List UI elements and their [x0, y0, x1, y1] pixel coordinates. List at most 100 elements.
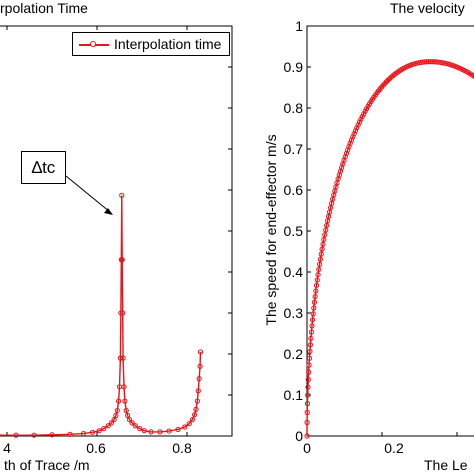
left-data-point: [166, 428, 172, 434]
right-data-point: [354, 125, 360, 131]
right-data-point: [312, 293, 318, 300]
legend-label: Interpolation time: [114, 36, 222, 52]
right-data-point: [323, 227, 329, 233]
right-data-point: [319, 246, 325, 252]
right-data-point: [309, 323, 315, 329]
legend-circle-marker-icon: [90, 41, 96, 47]
right-data-point: [308, 335, 314, 342]
right-y-axis-label: The speed for end-effector m/s: [263, 134, 279, 325]
right-data-point: [304, 400, 311, 407]
right-data-point: [304, 409, 310, 416]
left-data-point: [117, 355, 124, 361]
right-x-tick-label-0: 0: [303, 440, 311, 456]
left-data-point: [96, 428, 102, 434]
right-data-point: [314, 277, 320, 283]
left-data-point: [89, 429, 96, 435]
left-plot: rpolation Time 4 0.6 0.8 th of Trace /m: [0, 0, 233, 473]
right-data-point: [472, 74, 474, 80]
left-data-point: [114, 407, 120, 414]
right-y-tick-label-7: 0.7: [284, 141, 304, 157]
right-data-point: [316, 266, 322, 273]
right-data-point: [318, 251, 324, 257]
right-data-point: [315, 272, 321, 278]
left-data-point: [111, 417, 117, 423]
right-series: [304, 59, 474, 439]
right-y-tick-label-6: 0.6: [284, 182, 304, 198]
left-data-point: [101, 426, 107, 432]
left-data-point: [175, 426, 181, 433]
left-data-point: [123, 407, 129, 414]
left-data-point: [80, 430, 87, 437]
right-data-point: [305, 392, 311, 398]
annotation-arrow-head: [104, 208, 113, 215]
right-data-point: [313, 282, 320, 289]
left-x-axis-label: th of Trace /m: [4, 457, 90, 473]
left-series: [0, 192, 204, 438]
left-data-point: [108, 420, 115, 426]
right-data-point: [352, 128, 359, 134]
right-y-tick-label-3: 0.3: [284, 305, 304, 321]
left-data-point: [182, 424, 188, 430]
left-data-point: [119, 257, 125, 263]
left-data-point: [120, 355, 126, 361]
left-data-point: [118, 310, 124, 316]
right-data-point: [362, 108, 368, 114]
right-x-axis-label: The Le: [424, 457, 468, 473]
left-data-point: [137, 426, 143, 432]
left-data-point: [193, 406, 199, 412]
right-data-point: [306, 355, 313, 361]
right-data-point: [304, 419, 310, 426]
left-series-line-0: [0, 195, 202, 436]
annotation-label: ∆tc: [21, 151, 66, 184]
annotation-arrow-line: [65, 175, 111, 213]
right-x-ticks: [306, 432, 458, 436]
left-x-tick-label-0: 4: [3, 440, 11, 456]
legend: Interpolation time: [72, 32, 230, 56]
right-plot: The velocity 0 0.1 0.2 0.3 0.4 0.5 0.6 0.7 0.8 0.…: [263, 0, 474, 473]
left-data-point: [126, 417, 132, 423]
left-data-point: [132, 423, 138, 429]
right-data-point: [305, 384, 311, 390]
right-y-tick-label-0: 0: [295, 428, 303, 444]
left-data-point: [195, 388, 201, 394]
left-data-point: [197, 349, 204, 355]
right-data-point: [307, 348, 313, 355]
right-data-point: [317, 261, 323, 267]
right-y-ticks: 0 0.1 0.2 0.3 0.4 0.5 0.6 0.7 0.8 0.9 1: [284, 18, 311, 444]
left-data-point: [121, 384, 127, 390]
left-data-point: [141, 428, 147, 434]
left-data-point: [157, 429, 163, 435]
left-data-point: [186, 421, 192, 427]
left-data-point: [197, 363, 203, 369]
right-data-point: [361, 111, 367, 117]
right-data-point: [307, 342, 313, 348]
left-data-point: [129, 420, 135, 426]
right-data-point: [306, 362, 312, 368]
right-data-point: [313, 288, 319, 294]
right-y-tick-label-1: 0.1: [284, 387, 304, 403]
left-data-point: [189, 417, 195, 423]
right-data-point: [355, 122, 361, 128]
left-data-point: [120, 310, 126, 316]
right-y-tick-label-8: 0.8: [284, 100, 304, 116]
right-y-tick-label-2: 0.2: [284, 346, 304, 362]
right-plot-frame: [306, 25, 474, 437]
right-data-point: [350, 134, 356, 140]
right-y-tick-label-9: 0.9: [284, 59, 304, 75]
left-data-point: [116, 398, 122, 404]
left-x-tick-label-2: 0.8: [172, 440, 192, 456]
left-data-point: [105, 423, 111, 429]
right-data-point: [311, 299, 318, 305]
right-data-point: [309, 317, 316, 323]
left-x-tick-label-1: 0.6: [86, 440, 106, 456]
right-data-point: [305, 377, 311, 383]
left-data-point: [194, 398, 200, 404]
right-x-tick-label-1: 0.2: [384, 440, 404, 456]
left-data-point: [122, 398, 128, 404]
right-series-line-0: [306, 60, 474, 437]
right-data-point: [308, 329, 315, 335]
right-y-tick-label-4: 0.4: [284, 264, 304, 280]
left-data-point: [192, 412, 198, 418]
right-data-point: [317, 256, 324, 262]
right-data-point: [348, 137, 355, 143]
